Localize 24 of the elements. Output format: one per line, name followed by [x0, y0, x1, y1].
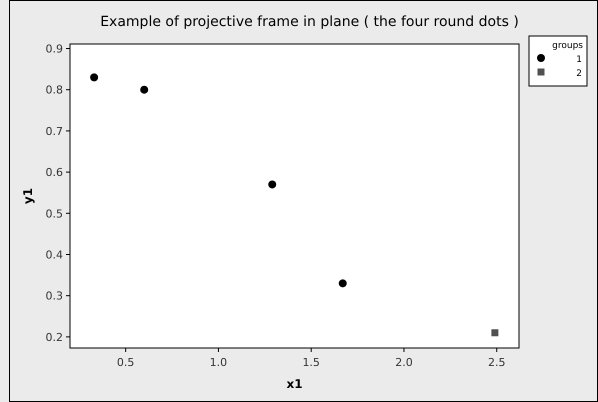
x-tick-label: 0.5: [116, 356, 134, 369]
y-tick-label: 0.3: [46, 290, 63, 303]
y-tick-label: 0.5: [46, 207, 63, 220]
x-tick-label: 1.5: [302, 356, 320, 369]
y-tick-label: 0.7: [46, 124, 63, 138]
y-tick-label: 0.9: [46, 42, 63, 56]
y-tick-label: 0.4: [46, 248, 63, 262]
point: [268, 180, 276, 188]
x-tick-label: 1.0: [210, 356, 228, 369]
x-axis-title: x1: [286, 377, 303, 391]
text: 1: [576, 55, 582, 65]
text: 2: [576, 69, 582, 79]
y-tick-label: 0.8: [46, 84, 63, 97]
point: [491, 329, 498, 336]
y-tick-label: 0.6: [46, 166, 63, 180]
legend-title: groups: [552, 41, 584, 51]
point: [140, 86, 148, 94]
x-tick-label: 2.0: [395, 356, 413, 369]
y-axis-title: y1: [21, 188, 35, 204]
x-tick-label: 2.5: [488, 356, 506, 369]
chart-title: Example of projective frame in plane ( the four round dots ): [100, 14, 519, 30]
point: [90, 73, 98, 82]
y-tick-label: 0.2: [46, 330, 63, 344]
point: [338, 279, 347, 288]
